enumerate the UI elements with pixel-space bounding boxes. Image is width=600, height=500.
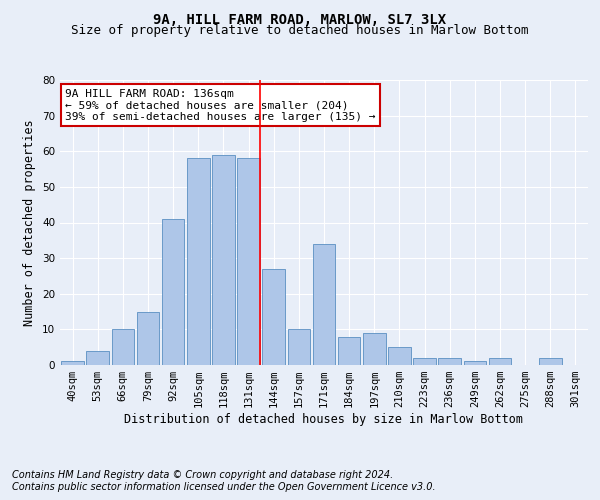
Bar xyxy=(112,330,134,365)
Bar xyxy=(187,158,209,365)
Bar xyxy=(338,336,361,365)
Text: 9A, HILL FARM ROAD, MARLOW, SL7 3LX: 9A, HILL FARM ROAD, MARLOW, SL7 3LX xyxy=(154,12,446,26)
X-axis label: Distribution of detached houses by size in Marlow Bottom: Distribution of detached houses by size … xyxy=(125,413,523,426)
Bar xyxy=(363,333,386,365)
Bar xyxy=(162,219,184,365)
Bar xyxy=(212,155,235,365)
Bar xyxy=(262,269,285,365)
Bar xyxy=(287,330,310,365)
Text: Size of property relative to detached houses in Marlow Bottom: Size of property relative to detached ho… xyxy=(71,24,529,37)
Bar xyxy=(464,362,486,365)
Text: Contains public sector information licensed under the Open Government Licence v3: Contains public sector information licen… xyxy=(12,482,436,492)
Bar xyxy=(413,358,436,365)
Bar xyxy=(539,358,562,365)
Bar xyxy=(439,358,461,365)
Bar xyxy=(488,358,511,365)
Bar xyxy=(237,158,260,365)
Text: 9A HILL FARM ROAD: 136sqm
← 59% of detached houses are smaller (204)
39% of semi: 9A HILL FARM ROAD: 136sqm ← 59% of detac… xyxy=(65,88,376,122)
Bar xyxy=(313,244,335,365)
Bar xyxy=(388,347,411,365)
Bar xyxy=(137,312,160,365)
Y-axis label: Number of detached properties: Number of detached properties xyxy=(23,119,37,326)
Text: Contains HM Land Registry data © Crown copyright and database right 2024.: Contains HM Land Registry data © Crown c… xyxy=(12,470,393,480)
Bar xyxy=(61,362,84,365)
Bar xyxy=(86,351,109,365)
